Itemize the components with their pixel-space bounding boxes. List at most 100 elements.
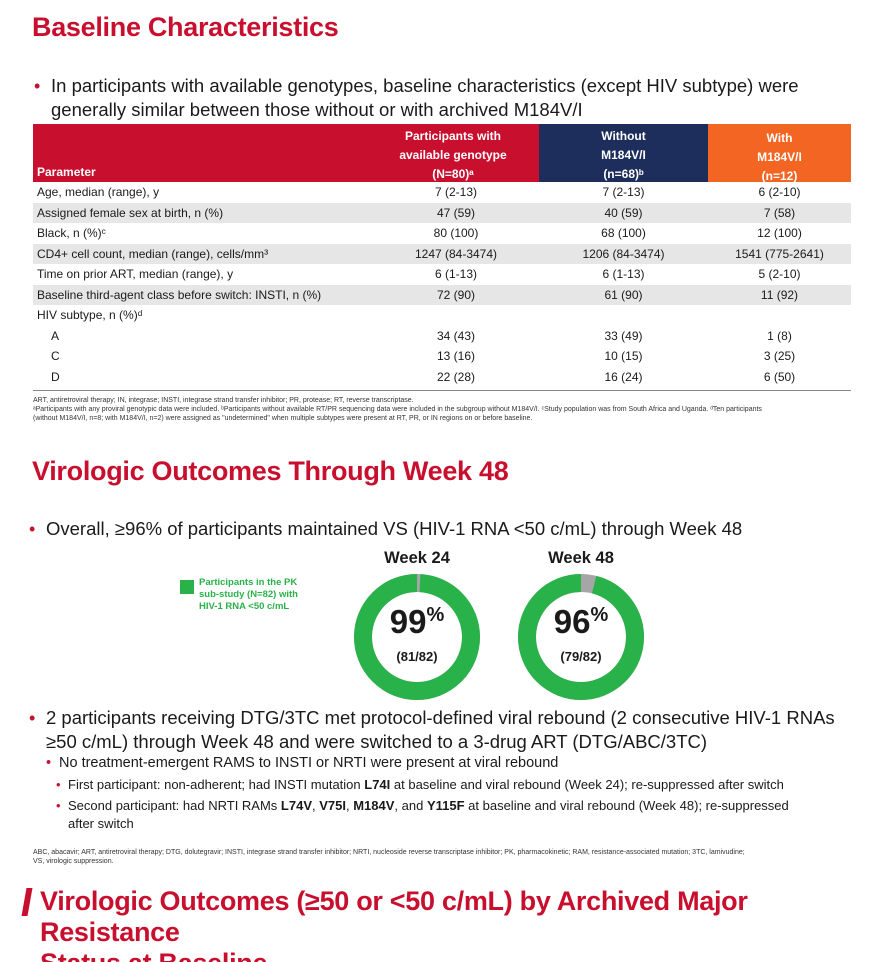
header-col3-l3: (n=12) [761,169,798,183]
table-footnote-l1: ART, antiretroviral therapy; IN, integra… [33,397,414,404]
value-cell-without: 6 (1-13) [602,267,645,282]
p1-text-end: at baseline and viral rebound (Week 24);… [390,777,784,792]
header-col3: With M184V/I (n=12) [708,130,851,184]
value-cell-with: 7 (58) [708,202,851,223]
bullet-dot: • [46,755,52,771]
participant1-bullet: • First participant: non-adherent; had I… [56,776,868,794]
table-row: CD4+ cell count, median (range), cells/m… [33,243,851,264]
value-cell-without: 10 (15) [604,349,643,364]
value-cell-without: 7 (2-13) [602,185,645,200]
parameter-cell: D [51,369,60,384]
table-row: D 22 (28) 16 (24) 6 (50) [33,367,851,388]
value-cell-with [708,305,851,326]
value-cell-all: 7 (2-13) [434,185,478,200]
section2-footnote: ABC, abacavir; ART, antiretroviral thera… [33,848,863,866]
p2-mutation: V75I [319,798,346,813]
parameter-cell: A [51,328,60,343]
section-title-resistance: Virologic Outcomes (≥50 or <50 c/mL) by … [40,886,879,962]
table-header-without: Without M184V/I (n=68)ᵇ [539,124,708,182]
header-col2-l1: Without [601,129,646,143]
p2-sep: , [312,798,320,813]
legend-text: Participants in the PK sub-study (N=82) … [199,577,298,612]
p1-text: First participant: non-adherent; had INS… [68,777,365,792]
rebound-bullet: • 2 participants receiving DTG/3TC met p… [29,706,866,754]
donut-fraction: (81/82) [396,649,438,664]
donut-percent-sign: % [426,604,445,626]
donut-title: Week 24 [384,549,450,567]
header-col3-l1: With [766,131,793,145]
header-col3-l2: M184V/I [757,150,802,164]
bullet-text-l2: generally similar between those without … [51,99,583,120]
section2-footnote-l1: ABC, abacavir; ART, antiretroviral thera… [33,849,745,856]
value-cell-without: 1206 (84-3474) [539,243,708,264]
donut-value-arc [518,574,644,700]
table-header-with: With M184V/I (n=12) [708,124,851,184]
value-cell-with: 1 (8) [767,328,792,343]
table-row: C 13 (16) 10 (15) 3 (25) [33,346,851,367]
p2-sep: , and [394,798,427,813]
parameter-cell: Assigned female sex at birth, n (%) [33,202,373,223]
bullet-text-l1: In participants with available genotypes… [51,75,799,96]
p2-text-end: at baseline and viral rebound (Week 48);… [464,798,789,813]
table-row: HIV subtype, n (%)ᵈ [33,305,851,326]
value-cell-all: 1247 (84-3474) [373,243,539,264]
value-cell-without: 33 (49) [604,328,643,343]
resistance-title-l2: Status at Baseline [40,948,879,962]
table-row: Time on prior ART, median (range), y 6 (1… [33,264,851,285]
parameter-cell: HIV subtype, n (%)ᵈ [37,308,143,323]
value-cell-with: 3 (25) [763,349,796,364]
no-rams-text: No treatment-emergent RAMS to INSTI or N… [59,755,559,771]
header-col1-l3: (N=80)ᵃ [432,167,474,181]
rebound-text-l1: 2 participants receiving DTG/3TC met pro… [46,707,835,728]
value-cell-with: 6 (50) [763,369,796,384]
table-footnote-l2: ᵃParticipants with any proviral genotypi… [33,406,762,413]
value-cell-without: 61 (90) [539,284,708,305]
donut-week48: Week 48 96% (79/82) [516,549,646,707]
donut-fraction: (79/82) [560,649,602,664]
parameter-cell: C [51,349,60,364]
donut-percent: 96% [516,603,646,641]
header-parameter: Parameter [37,165,96,179]
value-cell-with: 1541 (775-2641) [708,243,851,264]
legend-swatch [180,580,194,594]
donut-week24: Week 24 99% (81/82) [352,549,482,707]
overall-bullet: • Overall, ≥96% of participants maintain… [29,517,846,541]
title-accent-bar [21,888,33,916]
parameter-cell: Black, n (%)ᶜ [37,226,106,241]
value-cell-with: 11 (92) [708,284,851,305]
table-row: Assigned female sex at birth, n (%) 47 (5… [33,202,851,223]
resistance-title-l1: Virologic Outcomes (≥50 or <50 c/mL) by … [40,886,748,947]
table-header-main: Parameter Participants with available ge… [33,124,539,182]
bullet-dot: • [56,798,61,813]
parameter-cell: Age, median (range), y [37,185,160,200]
value-cell-all: 72 (90) [373,284,539,305]
donut-percent-value: 96 [553,603,591,640]
participant2-bullet: • Second participant: had NRTI RAMs L74V… [56,797,868,833]
header-col2: Without M184V/I (n=68)ᵇ [539,128,708,182]
donut-chart-week24 [354,574,480,700]
bullet-dot: • [29,708,36,728]
header-col1-l2: available genotype [399,148,507,162]
p2-mutation: Y115F [426,798,465,813]
baseline-table: Age, median (range), y 7 (2-13) 7 (2-13) 6 … [33,182,851,387]
section-title-baseline: Baseline Characteristics [32,12,339,42]
table-row: Black, n (%)ᶜ 80 (100) 68 (100) 12 (100) [33,223,851,244]
p2-mutation: M184V [353,798,395,813]
donut-percent: 99% [352,603,482,641]
bullet-dot: • [34,76,41,96]
parameter-cell: Baseline third-agent class before switch… [33,284,373,305]
table-row: Baseline third-agent class before switch… [33,284,851,305]
value-cell-all: 47 (59) [373,202,539,223]
p1-mutation: L74I [364,777,391,792]
value-cell-all [373,305,539,326]
value-cell-with: 12 (100) [757,226,802,241]
table-footnote: ART, antiretroviral therapy; IN, integra… [33,396,863,423]
value-cell-without: 16 (24) [604,369,643,384]
table-footnote-l3: (without M184V/I, n=8; with M184V/I, n=2… [33,415,533,422]
donut-percent-sign: % [590,604,609,626]
overall-bullet-text: Overall, ≥96% of participants maintained… [46,518,743,539]
value-cell-all: 13 (16) [436,349,476,364]
value-cell-all: 22 (28) [436,369,476,384]
p2-mutation: L74V [280,798,312,813]
p2-sep: , [345,798,354,813]
